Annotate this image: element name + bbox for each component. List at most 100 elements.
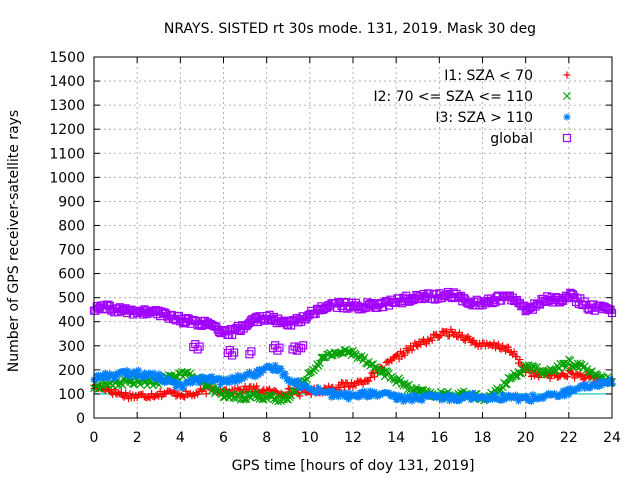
data-point (428, 294, 437, 303)
y-tick-label: 500 (58, 291, 85, 307)
data-point (586, 384, 594, 392)
data-point (558, 390, 566, 398)
data-point (450, 396, 458, 404)
data-point (189, 379, 197, 387)
data-point (153, 391, 161, 399)
data-point (260, 366, 268, 374)
chart-title: NRAYS. SISTED rt 30s mode. 131, 2019. Ma… (164, 21, 536, 37)
y-tick-label: 1400 (49, 74, 85, 90)
data-point (409, 395, 417, 403)
data-point (582, 380, 590, 388)
data-point (127, 371, 135, 379)
data-point (464, 391, 472, 399)
data-point (458, 331, 466, 339)
data-point (511, 372, 520, 381)
data-point (281, 370, 289, 378)
data-point (563, 385, 571, 393)
x-tick-label: 6 (219, 430, 228, 446)
data-point (110, 374, 118, 382)
x-tick-label: 20 (517, 430, 535, 446)
data-point (465, 299, 474, 309)
y-tick-label: 200 (58, 363, 85, 379)
data-point (357, 305, 366, 314)
data-point (158, 372, 166, 380)
data-point (371, 388, 379, 396)
data-point (561, 392, 569, 400)
data-point (358, 388, 366, 396)
data-point (527, 397, 535, 405)
data-point (277, 365, 285, 372)
data-point (533, 362, 542, 371)
data-point (135, 366, 143, 374)
data-point (94, 384, 103, 393)
data-point (252, 388, 261, 397)
data-point (481, 394, 489, 402)
data-point (359, 392, 367, 400)
data-point (516, 356, 524, 364)
data-point (490, 391, 498, 399)
data-point (215, 374, 223, 382)
data-point (595, 382, 603, 390)
data-point (575, 385, 583, 393)
data-point (523, 392, 531, 400)
x-tick-label: 4 (176, 430, 185, 446)
data-point (244, 370, 252, 378)
data-point (333, 303, 342, 312)
data-point (435, 333, 443, 341)
data-point (245, 368, 253, 376)
series-layer (89, 287, 617, 406)
data-point (231, 378, 239, 386)
data-point (388, 357, 396, 365)
y-tick-label: 0 (76, 411, 85, 427)
y-tick-label: 1000 (49, 170, 85, 186)
data-point (193, 321, 202, 330)
data-point (254, 371, 262, 379)
x-tick-label: 14 (387, 430, 405, 446)
data-point (398, 393, 406, 401)
data-point (331, 299, 340, 308)
data-point (458, 394, 466, 402)
data-point (598, 381, 606, 389)
data-point (444, 391, 452, 399)
data-point (342, 389, 350, 397)
data-point (222, 378, 230, 386)
data-point (250, 370, 258, 378)
data-point (355, 393, 363, 401)
data-point (443, 327, 451, 335)
y-tick-label: 700 (58, 243, 85, 259)
outlier-point (230, 348, 239, 357)
data-point (176, 380, 184, 388)
outlier-point (191, 340, 200, 349)
data-point (566, 288, 575, 297)
data-point (512, 391, 520, 399)
legend-label: I1: SZA < 70 (444, 68, 533, 84)
data-point (412, 341, 420, 349)
data-point (208, 372, 216, 380)
data-point (343, 348, 352, 357)
data-point (510, 348, 518, 356)
data-point (443, 393, 451, 401)
data-point (346, 389, 354, 397)
data-point (497, 397, 505, 405)
data-point (489, 395, 497, 403)
data-point (239, 395, 248, 404)
data-point (152, 371, 160, 379)
data-point (362, 389, 370, 397)
data-point (418, 397, 426, 405)
data-point (506, 392, 514, 400)
data-point (228, 330, 237, 340)
data-point (291, 381, 299, 389)
data-point (169, 388, 177, 396)
data-point (570, 293, 579, 302)
data-point (529, 391, 537, 399)
data-point (335, 298, 345, 308)
data-point (143, 373, 151, 381)
data-point (460, 391, 468, 399)
y-tick-label: 1300 (49, 98, 85, 114)
data-point (438, 396, 446, 404)
y-tick-label: 100 (58, 387, 85, 403)
data-point (368, 392, 376, 400)
data-point (113, 372, 121, 380)
data-point (459, 293, 468, 303)
